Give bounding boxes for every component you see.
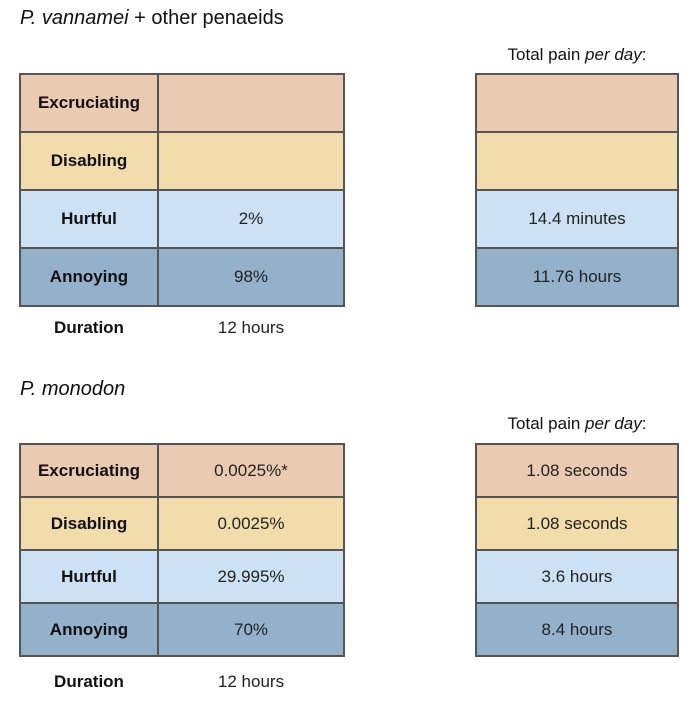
- total-pain-prefix: Total pain: [507, 45, 586, 64]
- percent-cell: 2%: [157, 189, 345, 249]
- row-hurtful: Hurtful 29.995%: [19, 549, 345, 604]
- duration-label: Duration: [54, 672, 124, 691]
- total-pain-label: Total pain per day:: [476, 414, 678, 434]
- percent-cell: [157, 73, 345, 133]
- total-row-excruciating: 1.08 seconds: [475, 443, 679, 498]
- row-annoying: Annoying 98%: [19, 247, 345, 307]
- intensity-label: Hurtful: [19, 549, 159, 604]
- total-cell: 1.08 seconds: [475, 496, 679, 551]
- total-pain-prefix: Total pain: [507, 414, 586, 433]
- intensity-label: Disabling: [19, 131, 159, 191]
- total-row-disabling: 1.08 seconds: [475, 496, 679, 551]
- total-pain-label: Total pain per day:: [476, 45, 678, 65]
- total-pain-suffix: :: [641, 45, 647, 64]
- duration-value: 12 hours: [217, 318, 285, 337]
- total-pain-italic: per day: [585, 45, 642, 64]
- total-cell: 14.4 minutes: [475, 189, 679, 249]
- total-row-hurtful: 14.4 minutes: [475, 189, 679, 249]
- species-name: P. monodon: [20, 378, 126, 400]
- intensity-label: Disabling: [19, 496, 159, 551]
- percent-cell: 29.995%: [157, 549, 345, 604]
- total-cell: 3.6 hours: [475, 549, 679, 604]
- percent-cell: 98%: [157, 247, 345, 307]
- total-cell: 11.76 hours: [475, 247, 679, 307]
- duration-label: Duration: [54, 318, 124, 337]
- species-name: P. vannamei: [20, 7, 129, 29]
- percent-cell: 70%: [157, 602, 345, 657]
- percent-cell: 0.0025%: [157, 496, 345, 551]
- intensity-label: Annoying: [19, 247, 159, 307]
- species-title: P. monodon: [20, 378, 125, 401]
- duration-value: 12 hours: [217, 672, 285, 691]
- total-row-annoying: 11.76 hours: [475, 247, 679, 307]
- total-row-hurtful: 3.6 hours: [475, 549, 679, 604]
- row-excruciating: Excruciating: [19, 73, 345, 133]
- pain-distribution-table: Excruciating 0.0025%* Disabling 0.0025% …: [19, 443, 345, 657]
- pain-distribution-table: Excruciating Disabling Hurtful 2% Annoyi…: [19, 73, 345, 307]
- total-pain-italic: per day: [585, 414, 642, 433]
- row-disabling: Disabling: [19, 131, 345, 191]
- row-annoying: Annoying 70%: [19, 602, 345, 657]
- species-suffix: + other penaeids: [128, 7, 284, 29]
- total-cell: [475, 131, 679, 191]
- percent-cell: 0.0025%*: [157, 443, 345, 498]
- total-row-annoying: 8.4 hours: [475, 602, 679, 657]
- total-cell: 1.08 seconds: [475, 443, 679, 498]
- total-cell: 8.4 hours: [475, 602, 679, 657]
- total-pain-suffix: :: [641, 414, 647, 433]
- row-hurtful: Hurtful 2%: [19, 189, 345, 249]
- total-pain-table: 14.4 minutes 11.76 hours: [475, 73, 679, 307]
- total-cell: [475, 73, 679, 133]
- intensity-label: Excruciating: [19, 443, 159, 498]
- intensity-label: Hurtful: [19, 189, 159, 249]
- total-pain-table: 1.08 seconds 1.08 seconds 3.6 hours 8.4 …: [475, 443, 679, 657]
- intensity-label: Annoying: [19, 602, 159, 657]
- total-row-disabling: [475, 131, 679, 191]
- total-row-excruciating: [475, 73, 679, 133]
- row-disabling: Disabling 0.0025%: [19, 496, 345, 551]
- species-title: P. vannamei + other penaeids: [20, 7, 284, 30]
- intensity-label: Excruciating: [19, 73, 159, 133]
- row-excruciating: Excruciating 0.0025%*: [19, 443, 345, 498]
- percent-cell: [157, 131, 345, 191]
